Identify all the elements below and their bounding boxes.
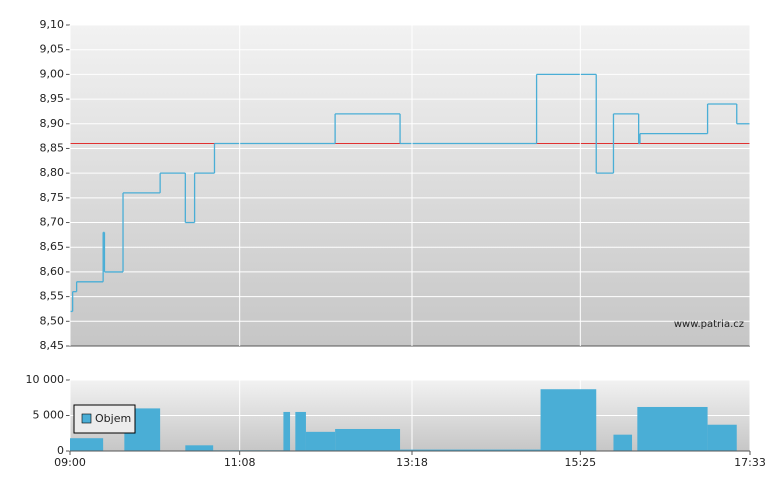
volume-bar — [70, 438, 104, 451]
y-tick-label: 0 — [57, 444, 64, 457]
legend-swatch — [81, 413, 92, 424]
y-tick-label: 8,75 — [40, 191, 65, 204]
x-tick-label: 13:18 — [396, 456, 428, 469]
volume-bar — [707, 424, 737, 451]
watermark: www.patria.cz — [674, 319, 744, 330]
y-tick-label: 9,10 — [40, 18, 65, 31]
volume-bar — [400, 449, 541, 451]
y-tick-label: 8,90 — [40, 117, 65, 130]
volume-bar — [613, 434, 633, 451]
volume-bar — [295, 411, 306, 451]
y-tick-label: 5 000 — [33, 409, 65, 422]
y-tick-label: 8,50 — [40, 314, 65, 327]
y-tick-label: 9,05 — [40, 43, 65, 56]
x-tick-label: 15:25 — [564, 456, 596, 469]
legend-label: Objem — [95, 412, 131, 425]
y-tick-label: 8,70 — [40, 216, 65, 229]
x-tick-label: 11:08 — [224, 456, 256, 469]
step-connector — [72, 74, 738, 312]
price-panel — [70, 25, 750, 346]
x-tick-label: 17:33 — [734, 456, 766, 469]
y-tick-label: 8,60 — [40, 265, 65, 278]
y-tick-label: 8,55 — [40, 290, 65, 303]
volume-bar — [637, 406, 708, 451]
y-tick-label: 8,95 — [40, 92, 65, 105]
y-tick-label: 10 000 — [26, 373, 65, 386]
volume-bar — [283, 411, 291, 451]
y-tick-label: 9,00 — [40, 67, 65, 80]
legend-box — [73, 404, 136, 434]
volume-bar — [305, 431, 336, 451]
x-tick-label: 09:00 — [54, 456, 86, 469]
volume-bar — [540, 389, 597, 451]
volume-bar — [335, 428, 401, 451]
y-tick-label: 8,45 — [40, 339, 65, 352]
volume-bar — [185, 445, 214, 451]
y-tick-label: 8,80 — [40, 166, 65, 179]
y-tick-label: 8,65 — [40, 240, 65, 253]
y-tick-label: 8,85 — [40, 141, 65, 154]
